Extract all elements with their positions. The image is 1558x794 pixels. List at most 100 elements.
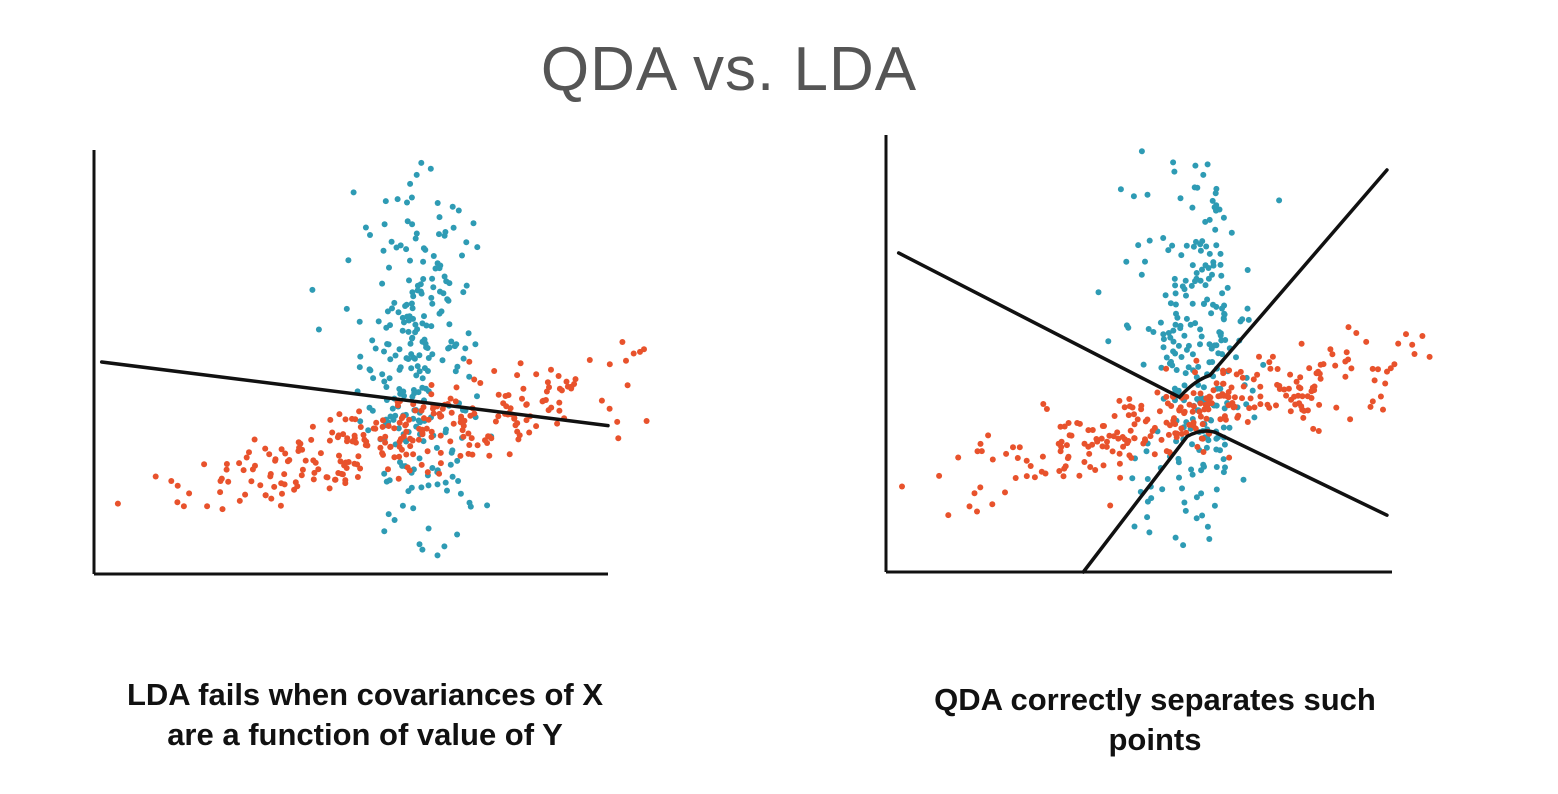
class_b-point [555,373,562,379]
class_a-point [462,345,469,352]
class_a-point [389,305,395,312]
class_b-point [1065,420,1072,426]
class_b-point [1274,366,1281,372]
class_b-point [1183,393,1190,400]
class_a-point [1189,262,1196,269]
class_a-point [436,231,442,238]
class_a-point [381,221,388,228]
class_a-point [1144,498,1151,505]
class_a-point [1182,277,1189,284]
class_a-point [1251,414,1258,421]
class_b-point [1131,421,1138,428]
class_a-point [309,286,316,293]
class_a-point [1182,370,1189,377]
class_a-point [1178,252,1185,259]
class_b-point [1235,412,1242,419]
class_b-point [1306,365,1313,372]
class_a-point [428,323,435,330]
class_a-point [1197,341,1203,348]
class_b-point [1114,429,1121,436]
class_b-point [377,444,384,451]
class_b-point [630,350,637,357]
class_b-point [174,482,181,489]
class_a-point [367,232,373,238]
class_a-point [1221,441,1228,448]
class_b-point [526,429,533,436]
class_a-point [1203,243,1210,250]
class_a-point [1138,148,1145,155]
class_b-point [317,450,324,457]
class_b-point [1151,451,1158,458]
class_b-point [507,405,514,412]
class_b-point [546,384,552,391]
class_b-point [1125,412,1132,419]
class_b-point [511,414,518,421]
qda-caption-line-1: QDA correctly separates such [934,682,1376,717]
class_b-point [1266,359,1273,366]
slide-title: QDA vs. LDA [540,35,918,104]
class_b-point [977,484,984,491]
class_b-point [1043,406,1050,412]
class_b-point [606,361,613,368]
class_a-point [385,511,392,518]
class_b-point [1225,394,1232,401]
class_b-point [1382,380,1389,387]
class_a-point [1222,464,1228,471]
class_a-point [1181,499,1188,506]
class_b-point [363,438,370,445]
class_b-point [1426,353,1433,360]
class_b-point [1120,443,1127,450]
class_a-point [467,503,474,510]
class_b-point [517,360,524,367]
class_a-point [1171,168,1178,175]
class_a-point [1144,191,1151,198]
class_b-point [533,423,540,430]
qda-caption: QDA correctly separates such points [850,680,1460,760]
class_a-point [460,289,467,296]
class_b-point [1311,383,1318,390]
class_b-point [1023,473,1030,480]
class_b-point [1039,453,1046,460]
class_b-point [391,425,398,432]
class_b-point [1345,356,1352,363]
class_b-point [619,339,626,345]
class_b-point [1207,394,1214,401]
class_a-point [1189,441,1195,448]
class_b-point [474,442,481,449]
class_b-point [271,483,278,490]
class_a-point [441,273,448,280]
class_a-point [1244,305,1251,312]
class_a-point [434,552,441,559]
class_b-point [1181,408,1188,415]
class_a-point [382,198,389,205]
class_a-point [447,461,454,468]
class_b-point [380,451,386,458]
class_b-point [1281,386,1288,393]
class_b-point [1062,463,1069,470]
class_b-point [459,427,466,434]
class_b-point [1220,380,1227,387]
class_a-point [396,346,403,353]
class_a-point [1199,512,1206,519]
class_b-point [488,435,495,442]
class_b-point [572,376,579,383]
class_b-point [1244,419,1251,425]
class_a-point [1202,262,1209,269]
class_b-point [554,420,561,427]
class_b-point [407,435,414,442]
class_b-point [643,418,650,424]
class_a-point [1172,350,1179,357]
class_b-point [447,438,454,445]
class_b-point [1201,406,1208,413]
class_b-point [1127,427,1134,434]
class_b-point [315,466,322,473]
class_b-point [437,432,444,439]
class_a-point [454,531,461,538]
class_a-point [1192,278,1198,285]
class_b-point [1342,373,1349,380]
class_b-point [1316,401,1323,408]
class_a-point [414,363,421,370]
class_b-point [1287,371,1294,378]
class_b-point [403,428,410,435]
class_b-point [1063,442,1070,449]
